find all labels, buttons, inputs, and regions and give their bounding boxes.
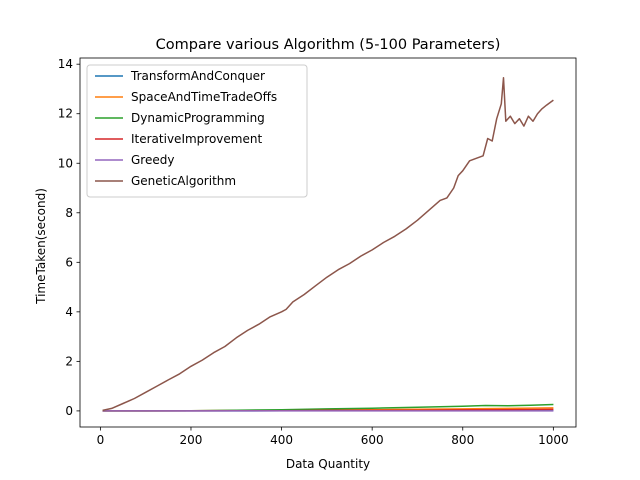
y-tick-label: 14	[58, 57, 73, 71]
x-axis: 0 200 400 600 800 1000	[97, 427, 569, 447]
x-tick-label: 1000	[538, 433, 569, 447]
legend-entry: DynamicProgramming	[131, 111, 265, 125]
y-tick-label: 2	[65, 354, 73, 368]
y-tick-label: 0	[65, 404, 73, 418]
y-tick-label: 8	[65, 206, 73, 220]
legend: TransformAndConquer SpaceAndTimeTradeOffs…	[86, 64, 308, 198]
legend-entry: SpaceAndTimeTradeOffs	[131, 90, 277, 104]
chart-title: Compare various Algorithm (5-100 Paramet…	[156, 37, 501, 53]
series-line-5	[102, 77, 554, 412]
y-tick-label: 12	[58, 107, 73, 121]
legend-entry: GeneticAlgorithm	[131, 174, 236, 188]
y-tick-label: 4	[65, 305, 73, 319]
x-tick-label: 0	[97, 433, 105, 447]
legend-frame	[86, 64, 308, 198]
x-axis-label: Data Quantity	[286, 457, 370, 471]
legend-entry: Greedy	[131, 153, 174, 167]
y-axis: 0 2 4 6 8 10 12 14	[58, 57, 80, 418]
legend-entry: IterativeImprovement	[131, 132, 262, 146]
x-tick-label: 400	[270, 433, 293, 447]
x-tick-label: 200	[180, 433, 203, 447]
y-tick-label: 6	[65, 255, 73, 269]
y-axis-label: TimeTaken(second)	[34, 188, 48, 305]
plot-frame	[79, 57, 577, 428]
legend-entry: TransformAndConquer	[130, 69, 265, 83]
plot-area	[79, 57, 577, 428]
y-tick-label: 10	[58, 156, 73, 170]
x-tick-label: 800	[451, 433, 474, 447]
x-tick-label: 600	[361, 433, 384, 447]
